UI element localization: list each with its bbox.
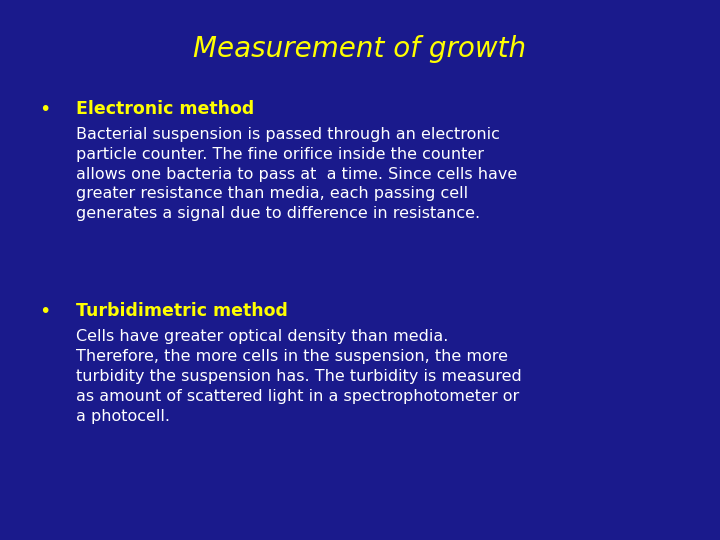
Text: •: • bbox=[40, 302, 51, 321]
Text: •: • bbox=[40, 100, 51, 119]
Text: Electronic method: Electronic method bbox=[76, 100, 254, 118]
Text: Measurement of growth: Measurement of growth bbox=[194, 35, 526, 63]
Text: Turbidimetric method: Turbidimetric method bbox=[76, 302, 287, 320]
Text: Cells have greater optical density than media.
Therefore, the more cells in the : Cells have greater optical density than … bbox=[76, 329, 521, 423]
Text: Bacterial suspension is passed through an electronic
particle counter. The fine : Bacterial suspension is passed through a… bbox=[76, 127, 517, 221]
